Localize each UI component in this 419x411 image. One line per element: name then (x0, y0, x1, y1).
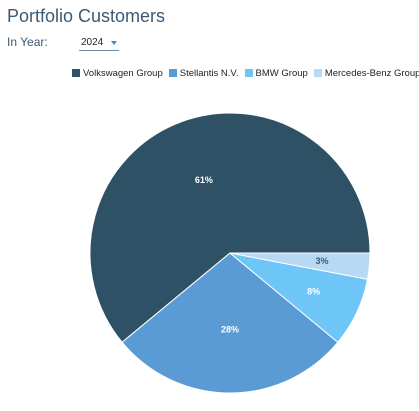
legend-label: Stellantis N.V. (179, 67, 239, 79)
legend-label: BMW Group (255, 67, 308, 79)
legend-item[interactable]: Stellantis N.V. (168, 67, 239, 79)
pie-slice[interactable] (121, 252, 339, 394)
slice-value-label: 3% (315, 256, 328, 266)
slice-value-label: 28% (221, 324, 239, 334)
legend-label: Volkswagen Group (83, 67, 163, 79)
legend-swatch (168, 69, 177, 77)
legend-swatch (244, 69, 253, 77)
year-label: In Year: (7, 35, 48, 49)
legend-label: Mercedes-Benz Group (324, 67, 419, 79)
legend-item[interactable]: Volkswagen Group (72, 68, 163, 79)
year-select[interactable]: 2024 (79, 34, 119, 51)
chart-legend: Volkswagen Group Stellantis N.V. BMW Group… (72, 67, 419, 79)
legend-item[interactable]: Mercedes-Benz Group (313, 67, 419, 79)
page-title: Portfolio Customers (7, 6, 166, 26)
slice-value-label: 8% (307, 287, 320, 297)
pie-slice[interactable] (229, 252, 371, 280)
pie-slice[interactable] (89, 112, 371, 343)
legend-item[interactable]: BMW Group (244, 67, 308, 79)
legend-swatch (72, 69, 80, 77)
legend-swatch (313, 69, 322, 77)
chevron-down-icon (111, 41, 117, 45)
year-select-value: 2024 (81, 37, 104, 48)
slice-value-label: 61% (195, 175, 213, 185)
